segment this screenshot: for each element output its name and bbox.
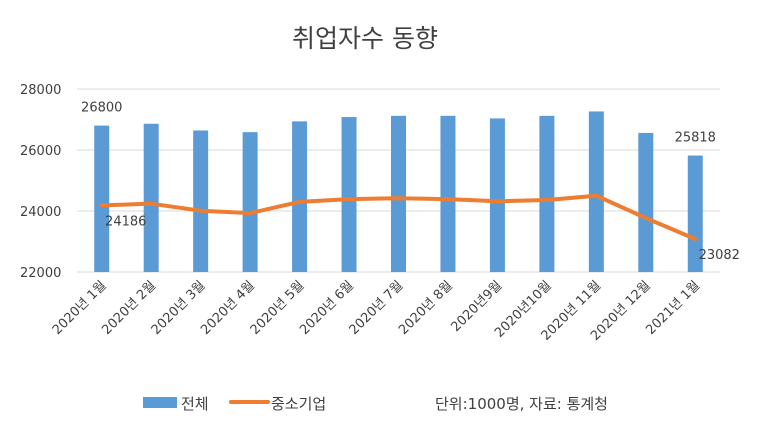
data-label: 25818 <box>675 131 716 146</box>
bar <box>144 124 159 272</box>
data-label: 24186 <box>105 214 146 229</box>
bar <box>638 133 653 272</box>
data-label: 26800 <box>81 101 122 116</box>
y-tick-label: 22000 <box>20 266 61 281</box>
bar-series <box>94 111 703 272</box>
bar <box>539 116 554 272</box>
bar <box>243 132 258 272</box>
bar <box>94 126 109 272</box>
chart-title: 취업자수 동향 <box>292 24 438 53</box>
bar <box>391 116 406 272</box>
legend-label-total: 전체 <box>181 395 209 413</box>
bar <box>193 130 208 272</box>
legend: 전체 중소기업 단위:1000명, 자료: 통계청 <box>143 395 608 413</box>
bar <box>490 118 505 272</box>
legend-swatch-total <box>143 397 177 408</box>
bar <box>292 121 307 272</box>
bar <box>440 116 455 272</box>
data-label: 23082 <box>699 248 740 263</box>
bar <box>342 117 357 272</box>
source-note: 단위:1000명, 자료: 통계청 <box>435 395 608 413</box>
y-tick-label: 28000 <box>20 83 61 98</box>
bar <box>589 111 604 272</box>
y-axis: 22000 24000 26000 28000 <box>20 83 61 281</box>
y-tick-label: 26000 <box>20 144 61 159</box>
y-tick-label: 24000 <box>20 205 61 220</box>
legend-label-sme: 중소기업 <box>271 395 326 413</box>
x-tick-label: 2020년 8월 <box>396 278 456 338</box>
x-tick-label: 2021년 1월 <box>643 278 703 338</box>
